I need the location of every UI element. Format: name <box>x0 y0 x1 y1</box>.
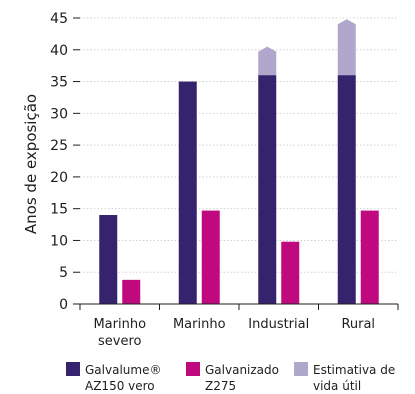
legend-label: vida útil <box>313 379 361 393</box>
legend-swatch <box>186 362 200 376</box>
x-axis <box>79 303 399 310</box>
category-labels: Marinho severo Marinho Industrial Rural <box>93 317 375 349</box>
legend-swatch <box>66 362 80 376</box>
bar-galvanizado <box>360 210 379 304</box>
gridlines <box>80 17 398 273</box>
bar-galvanizado <box>122 279 141 304</box>
y-tick-label: 30 <box>50 106 68 122</box>
bar-galvalume <box>178 81 197 304</box>
y-axis-label: Anos de exposição <box>22 94 40 234</box>
y-tick-label: 10 <box>50 233 68 249</box>
legend-swatch <box>294 362 308 376</box>
bar-galvalume <box>337 75 356 304</box>
bar-galvanizado <box>281 241 300 304</box>
y-tick-label: 45 <box>50 11 68 27</box>
y-tick-label: 40 <box>50 43 68 59</box>
bar-galvanizado <box>201 210 220 304</box>
y-tick-label: 25 <box>50 138 68 154</box>
category-label: Industrial <box>248 317 309 332</box>
y-tick-label: 15 <box>50 202 68 218</box>
legend-label: AZ150 vero <box>85 379 155 393</box>
category-label: Rural <box>341 317 375 332</box>
bar-estimate <box>258 46 277 76</box>
legend-label: Estimativa de <box>313 363 395 377</box>
legend: Galvalume® AZ150 vero Galvanizado Z275 Estim… <box>66 362 395 393</box>
bars <box>99 19 379 304</box>
bar-estimate <box>337 19 356 76</box>
y-tick-label: 20 <box>50 170 68 186</box>
legend-label: Galvanizado <box>205 363 279 377</box>
y-tick-label: 5 <box>59 265 68 281</box>
y-tick-label: 35 <box>50 75 68 91</box>
category-label: severo <box>98 334 142 349</box>
y-axis-ticks: 0 5 10 15 20 25 30 35 40 45 <box>50 11 80 313</box>
bar-galvalume <box>258 75 277 304</box>
bar-galvalume <box>99 215 118 304</box>
legend-label: Galvalume® <box>85 363 161 377</box>
y-tick-label: 0 <box>59 297 68 313</box>
category-label: Marinho <box>93 317 146 332</box>
legend-label: Z275 <box>205 379 236 393</box>
category-label: Marinho <box>173 317 226 332</box>
